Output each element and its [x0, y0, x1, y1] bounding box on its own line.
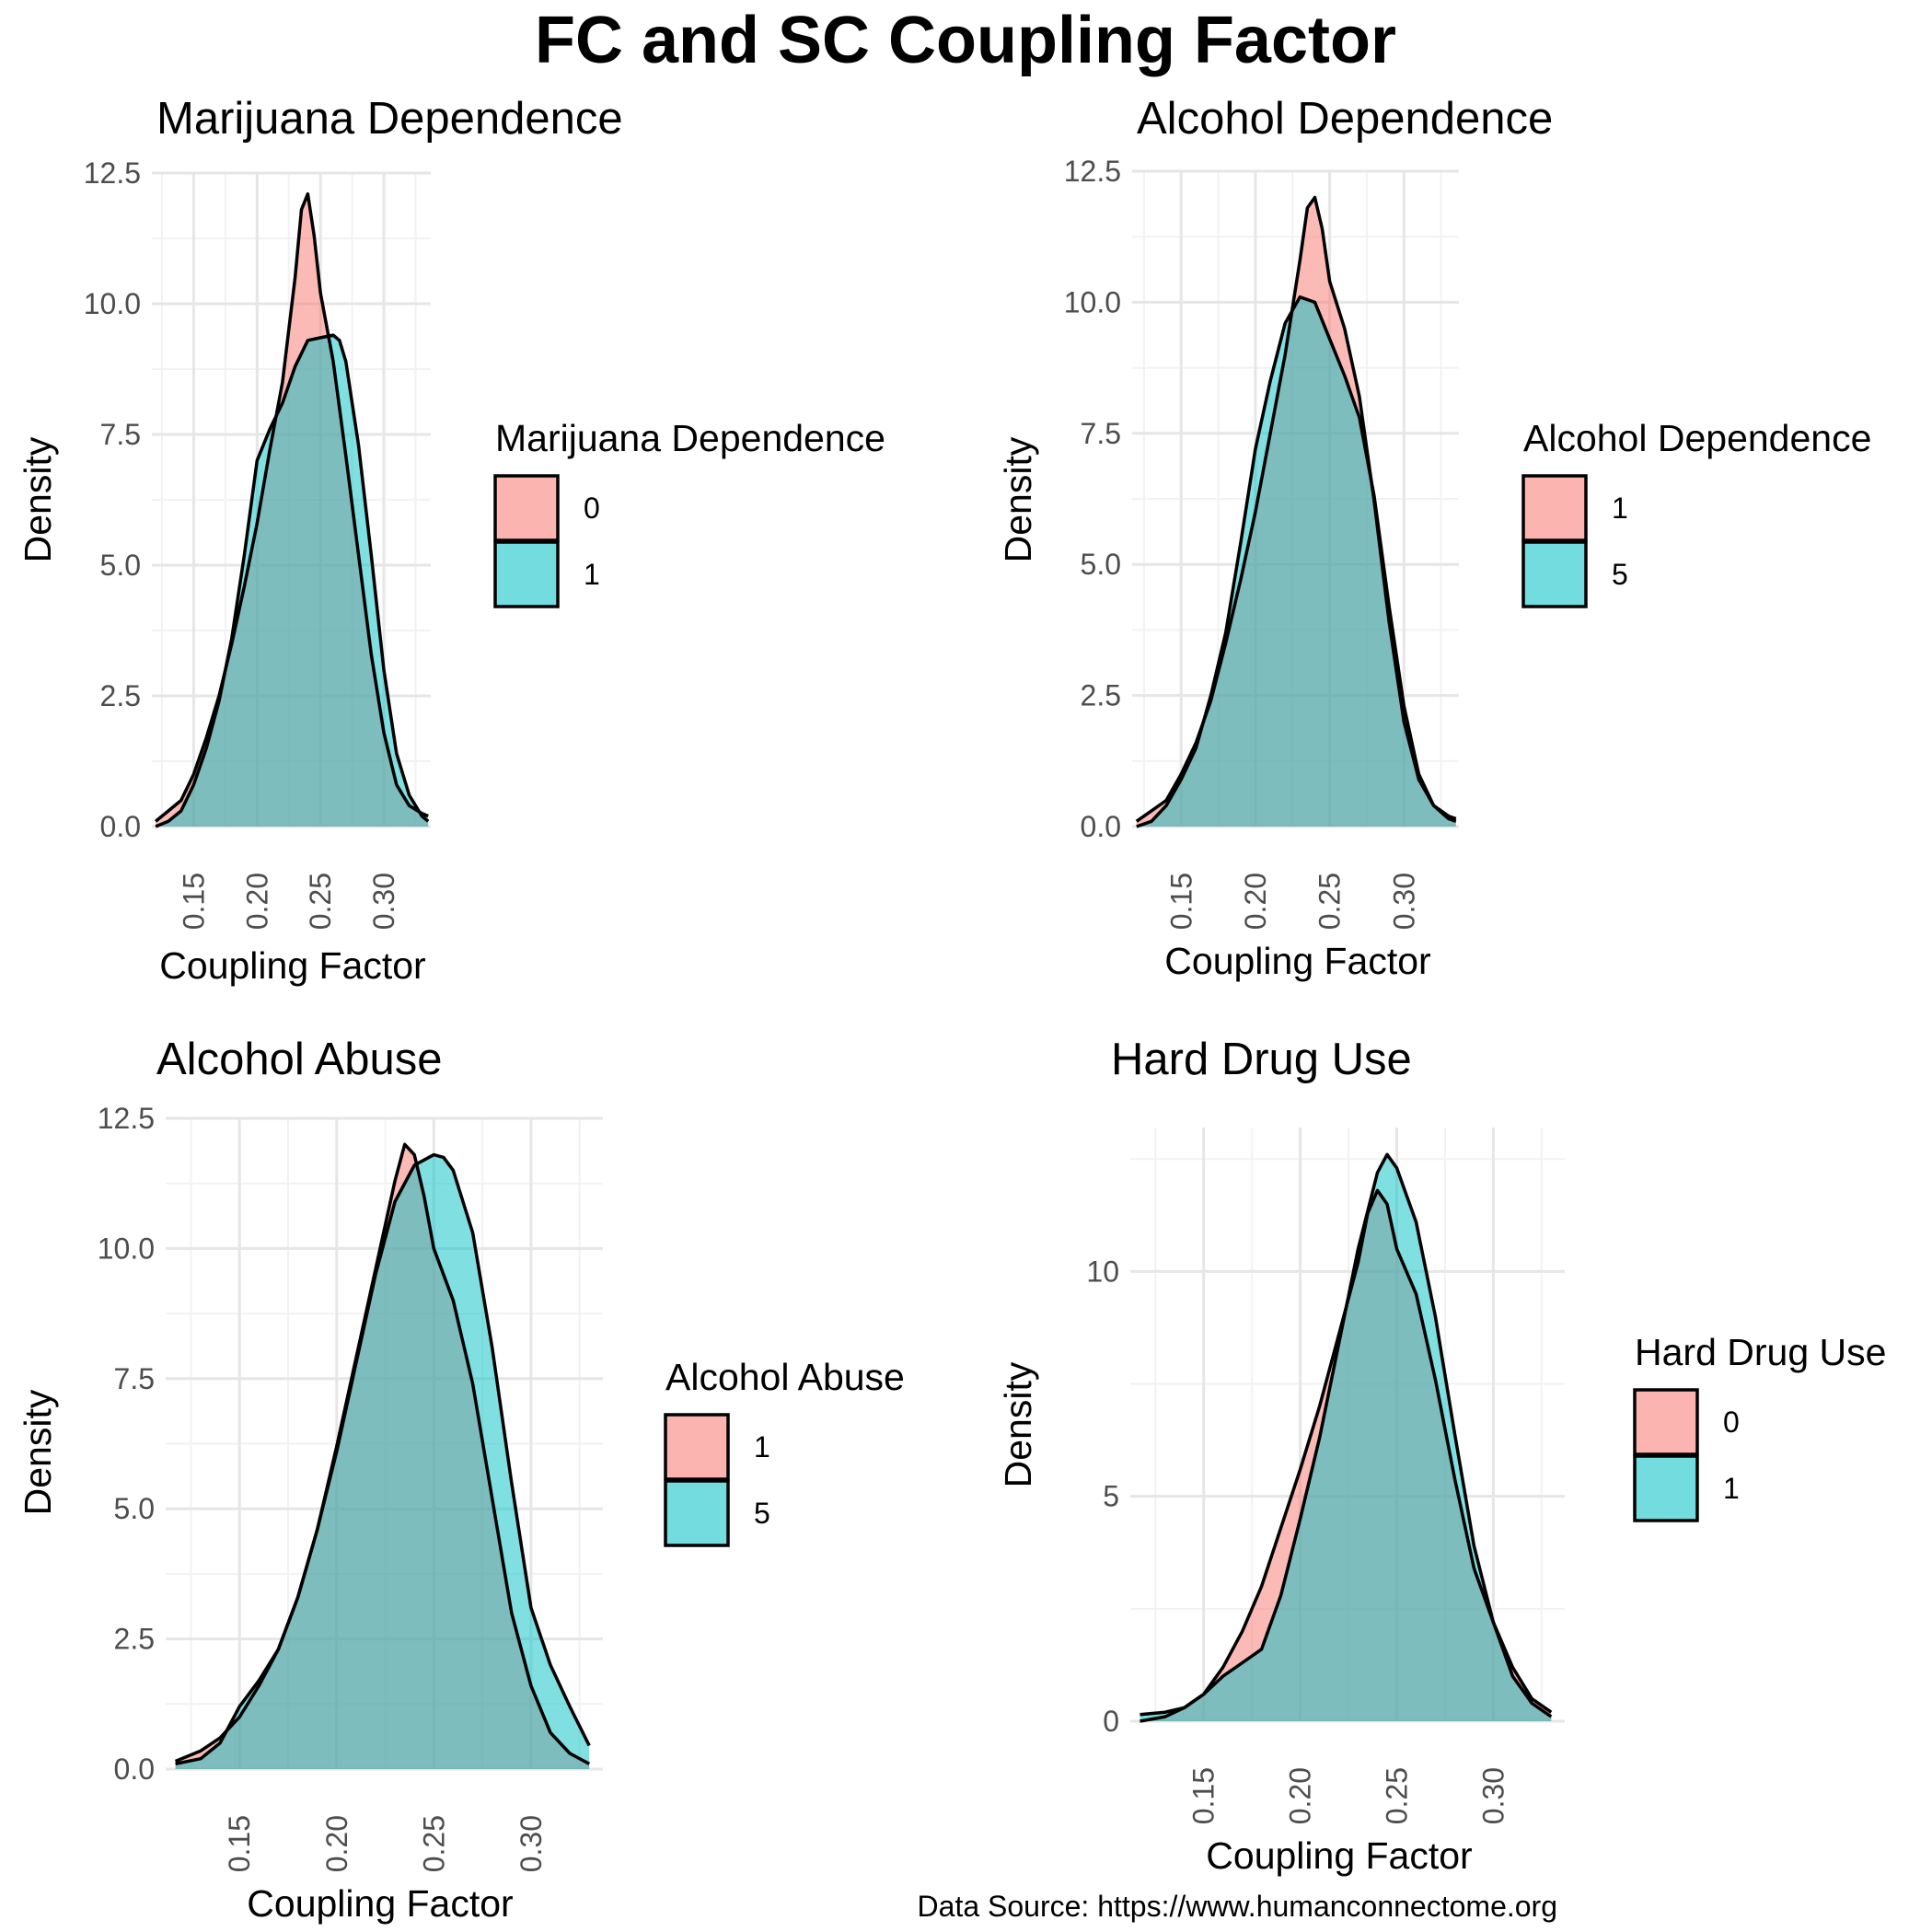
y-tick-label: 0.0	[100, 810, 141, 843]
density-line-1	[1140, 1152, 1553, 1718]
legend-key-0	[493, 474, 560, 542]
panel-2: 0.15 0.20 0.25 0.300.02.55.07.510.012.5Alco…	[17, 1035, 905, 1925]
panel-1: 0.15 0.20 0.25 0.30 0.0 2.5 5.0 7.5 10.0 12.5 Alco…	[997, 94, 1871, 982]
y-tick-label: 5	[1103, 1480, 1119, 1513]
panel-title: Alcohol Abuse	[156, 1035, 443, 1084]
y-tick-label: 0.0	[114, 1753, 155, 1786]
y-tick-label: 2.5	[1081, 679, 1121, 712]
x-tick-label: 0.30	[367, 873, 400, 930]
legend-title: Marijuana Dependence	[495, 417, 885, 459]
legend-title: Hard Drug Use	[1635, 1331, 1886, 1373]
y-tick-label: 10.0	[1064, 285, 1121, 318]
x-tick-label: 0.30	[1387, 873, 1420, 930]
x-tick-label: 0.15	[223, 1815, 256, 1872]
panel-title: Marijuana Dependence	[156, 94, 623, 144]
y-axis-label: Density	[997, 436, 1039, 562]
x-axis-label: Coupling Factor	[1206, 1834, 1472, 1877]
x-tick-label: 0.15	[1187, 1767, 1221, 1824]
y-tick-label: 2.5	[114, 1623, 155, 1656]
x-tick-label: 0.25	[1313, 873, 1347, 930]
y-tick-label: 2.5	[100, 679, 141, 712]
density-line-1	[174, 1142, 591, 1765]
x-tick-label: 0.25	[1380, 1767, 1413, 1824]
density-line-0	[1140, 1188, 1553, 1723]
y-axis-label: Density	[17, 436, 59, 562]
y-tick-label: 5.0	[1081, 548, 1121, 581]
legend-title: Alcohol Abuse	[665, 1356, 905, 1398]
y-tick-label: 7.5	[1081, 417, 1121, 450]
density-line-5	[175, 1152, 591, 1766]
x-tick-label: 0.25	[417, 1815, 450, 1872]
y-tick-label: 10.0	[84, 287, 141, 320]
x-tick-label: 0.30	[1476, 1767, 1510, 1824]
y-tick-label: 7.5	[100, 418, 141, 451]
y-tick-label: 0.0	[1081, 810, 1121, 843]
y-tick-label: 7.5	[114, 1362, 155, 1395]
x-tick-label: 0.15	[1164, 873, 1197, 930]
density-area-5	[175, 1154, 590, 1769]
data-source: Data Source: https://www.humanconnectome…	[918, 1890, 1557, 1923]
y-tick-label: 12.5	[84, 156, 141, 190]
legend-label: 5	[1612, 558, 1628, 591]
density-line-1	[155, 333, 430, 828]
legend-key-0	[1633, 1388, 1699, 1456]
figure-title: FC and SC Coupling Factor	[535, 4, 1396, 77]
legend-label: 5	[754, 1497, 770, 1530]
panels: 0.15 0.20 0.25 0.300.02.55.07.510.012.5Mari…	[17, 94, 1886, 1925]
y-tick-label: 10	[1086, 1255, 1119, 1288]
legend-label: 1	[584, 558, 600, 591]
y-tick-label: 0	[1103, 1705, 1119, 1738]
density-area-1	[1140, 1154, 1552, 1721]
density-line-0	[154, 191, 429, 823]
legend-key-5	[664, 1479, 730, 1547]
panel-title: Hard Drug Use	[1111, 1035, 1412, 1084]
legend: Marijuana Dependence 0 1	[493, 417, 885, 608]
x-axis-label: Coupling Factor	[247, 1882, 513, 1925]
legend-key-1	[493, 540, 560, 608]
density-line-5	[1136, 295, 1457, 828]
x-tick-label: 0.20	[240, 873, 273, 930]
x-tick-label: 0.20	[1284, 1767, 1317, 1824]
x-tick-label: 0.20	[320, 1815, 353, 1872]
legend-label: 1	[1612, 492, 1628, 525]
x-tick-label: 0.15	[177, 873, 210, 930]
density-area-1	[156, 335, 429, 827]
x-tick-label: 0.20	[1239, 873, 1272, 930]
x-axis-label: Coupling Factor	[159, 944, 425, 987]
y-axis-label: Density	[17, 1389, 59, 1515]
legend: Alcohol Dependence 1 5	[1521, 417, 1871, 608]
legend-key-1	[1521, 474, 1588, 542]
legend-key-1	[1633, 1454, 1699, 1522]
x-tick-label: 0.25	[304, 873, 337, 930]
legend: Hard Drug Use 0 1	[1633, 1331, 1886, 1522]
x-axis-label: Coupling Factor	[1164, 940, 1430, 982]
legend: Alcohol Abuse 1 5	[664, 1356, 905, 1547]
legend-label: 0	[1723, 1406, 1740, 1439]
legend-key-5	[1521, 540, 1588, 608]
legend-title: Alcohol Dependence	[1523, 417, 1871, 459]
density-area-5	[1136, 296, 1456, 827]
y-tick-label: 5.0	[100, 549, 141, 582]
legend-label: 1	[1723, 1472, 1740, 1505]
y-axis-label: Density	[997, 1361, 1039, 1487]
y-tick-label: 12.5	[98, 1102, 155, 1135]
panel-title: Alcohol Dependence	[1137, 94, 1553, 144]
legend-label: 1	[754, 1430, 770, 1463]
y-tick-label: 5.0	[114, 1492, 155, 1525]
legend-key-1	[664, 1413, 730, 1481]
y-tick-label: 10.0	[98, 1232, 155, 1265]
legend-label: 0	[584, 492, 600, 525]
y-tick-label: 12.5	[1064, 155, 1121, 188]
x-tick-label: 0.30	[515, 1815, 548, 1872]
panel-0: 0.15 0.20 0.25 0.30 0.0 2.5 5.0 7.5 10.0 12.5 Mari…	[17, 94, 885, 987]
